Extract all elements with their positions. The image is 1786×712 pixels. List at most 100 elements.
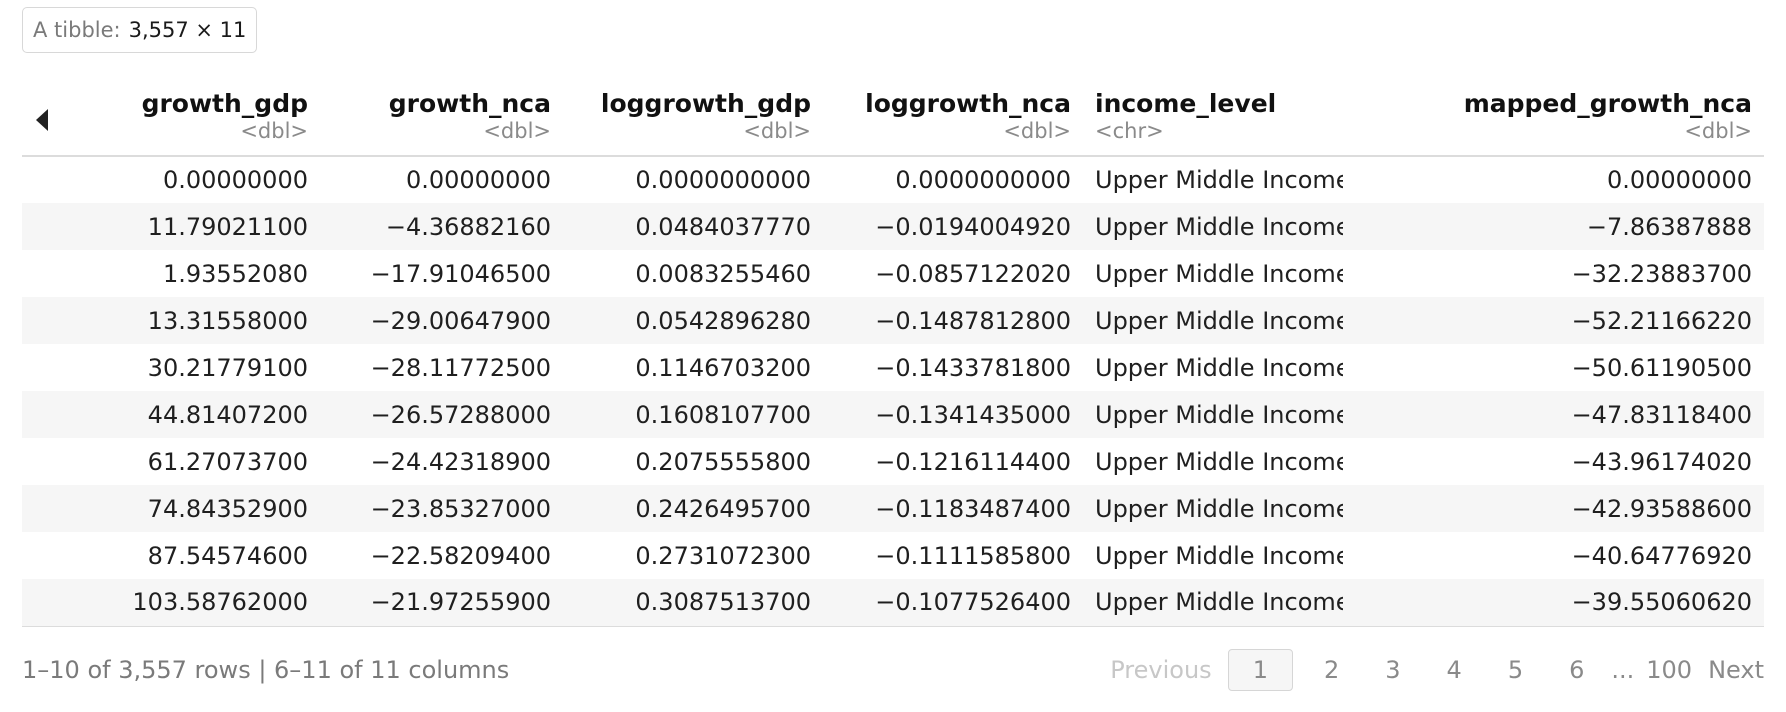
row-spacer-cell	[22, 156, 74, 203]
table-cell: 0.2426495700	[563, 485, 823, 532]
next-page-button[interactable]: Next	[1708, 656, 1764, 684]
table-cell: 13.31558000	[74, 297, 320, 344]
table-cell: 0.00000000	[162, 166, 308, 194]
table-cell: −0.0857122020	[875, 259, 1071, 288]
table-cell: −43.96174020	[1571, 447, 1752, 476]
page-button-3[interactable]: 3	[1385, 656, 1401, 684]
table-row: 0.00000000 0.00000000 0.0000000000 0.000…	[22, 156, 1764, 203]
row-spacer-cell	[22, 579, 74, 627]
table-cell: Upper Middle Income	[1083, 579, 1343, 627]
triangle-left-icon[interactable]	[36, 108, 48, 131]
previous-page-button: Previous	[1110, 656, 1212, 684]
table-cell: 87.54574600	[147, 541, 308, 570]
table-row: 44.81407200 −26.57288000 0.1608107700 −0…	[22, 391, 1764, 438]
table-cell: −22.58209400	[370, 541, 551, 570]
table-cell: −28.11772500	[370, 353, 551, 382]
table-cell: Upper Middle Income	[1095, 166, 1343, 194]
column-type: <dbl>	[240, 118, 308, 143]
table-cell: −39.55060620	[1343, 579, 1764, 627]
table-cell: Upper Middle Income	[1083, 297, 1343, 344]
column-name: growth_gdp	[141, 88, 308, 118]
row-spacer-cell	[22, 250, 74, 297]
column-name: loggrowth_gdp	[600, 88, 811, 118]
table-cell: −40.64776920	[1571, 541, 1752, 570]
column-type: <dbl>	[1003, 118, 1071, 143]
table-row: 13.31558000 −29.00647900 0.0542896280 −0…	[22, 297, 1764, 344]
table-cell: −17.91046500	[370, 259, 551, 288]
prev-columns-cell	[22, 78, 74, 157]
table-cell: −0.0194004920	[823, 203, 1083, 250]
table-cell: Upper Middle Income	[1095, 541, 1343, 570]
table-row: 74.84352900 −23.85327000 0.2426495700 −0…	[22, 485, 1764, 532]
row-spacer-cell	[22, 532, 74, 579]
table-cell: −29.00647900	[320, 297, 563, 344]
table-row: 1.93552080 −17.91046500 0.0083255460 −0.…	[22, 250, 1764, 297]
table-header-row: growth_gdp <dbl> growth_nca <dbl> loggro…	[22, 78, 1764, 157]
table-cell: Upper Middle Income	[1083, 485, 1343, 532]
column-type: <dbl>	[483, 118, 551, 143]
row-spacer-cell	[22, 203, 74, 250]
table-row: 87.54574600 −22.58209400 0.2731072300 −0…	[22, 532, 1764, 579]
table-row: 11.79021100 −4.36882160 0.0484037770 −0.…	[22, 203, 1764, 250]
table-cell: Upper Middle Income	[1095, 353, 1343, 382]
table-cell: 0.0542896280	[563, 297, 823, 344]
table-cell: −52.21166220	[1343, 297, 1764, 344]
table-cell: 74.84352900	[74, 485, 320, 532]
table-cell: 0.0000000000	[895, 166, 1071, 194]
table-cell: −23.85327000	[320, 485, 563, 532]
table-footer: 1–10 of 3,557 rows | 6–11 of 11 columns …	[22, 648, 1764, 692]
page-button-6[interactable]: 6	[1569, 656, 1585, 684]
column-type: <dbl>	[743, 118, 811, 143]
table-cell: −0.1111585800	[875, 541, 1071, 570]
column-header-growth-gdp: growth_gdp <dbl>	[74, 78, 320, 157]
pagination: Previous 1 2 3 4 5 6 ... 100 Next	[1110, 649, 1764, 691]
table-cell: 0.0484037770	[563, 203, 823, 250]
table-cell: −26.57288000	[320, 391, 563, 438]
column-type: <dbl>	[1684, 118, 1752, 143]
column-header-income-level: income_level <chr>	[1083, 78, 1343, 157]
table-cell: 61.27073700	[147, 447, 308, 476]
table-cell: −7.86387888	[1343, 203, 1764, 250]
table-cell: 1.93552080	[162, 259, 308, 288]
page-button-2[interactable]: 2	[1323, 656, 1340, 684]
page-button-5[interactable]: 5	[1507, 656, 1524, 684]
table-cell: 0.00000000	[1606, 166, 1752, 194]
data-table-container: growth_gdp <dbl> growth_nca <dbl> loggro…	[22, 78, 1764, 627]
tibble-dims-badge: A tibble: 3,557 × 11	[22, 7, 258, 53]
column-name: income_level	[1095, 88, 1277, 118]
table-cell: −0.1216114400	[875, 447, 1071, 476]
table-cell: 44.81407200	[74, 391, 320, 438]
row-spacer-cell	[22, 485, 74, 532]
table-cell: −0.1433781800	[875, 353, 1071, 382]
table-cell: 0.1146703200	[635, 353, 811, 382]
tibble-dims: 3,557 × 11	[128, 18, 247, 42]
table-cell: Upper Middle Income	[1095, 259, 1343, 288]
column-name: loggrowth_nca	[865, 88, 1071, 118]
page-button-100[interactable]: 100	[1646, 656, 1693, 684]
table-cell: −21.97255900	[320, 579, 563, 627]
column-header-mapped-growth-nca: mapped_growth_nca <dbl>	[1343, 78, 1764, 157]
table-cell: 11.79021100	[74, 203, 320, 250]
table-cell: 0.00000000	[405, 166, 551, 194]
column-header-loggrowth-nca: loggrowth_nca <dbl>	[823, 78, 1083, 157]
table-cell: −0.1487812800	[823, 297, 1083, 344]
table-cell: 0.2731072300	[635, 541, 811, 570]
page-button-4[interactable]: 4	[1446, 656, 1462, 684]
column-type: <chr>	[1095, 118, 1164, 143]
table-cell: 0.3087513700	[563, 579, 823, 627]
row-spacer-cell	[22, 344, 74, 391]
table-cell: −42.93588600	[1343, 485, 1764, 532]
column-name: growth_nca	[388, 88, 551, 118]
page-button-1[interactable]: 1	[1227, 649, 1293, 691]
table-cell: 30.21779100	[147, 353, 308, 382]
table-cell: −0.1183487400	[823, 485, 1083, 532]
table-cell: −0.1341435000	[823, 391, 1083, 438]
page-ellipsis: ...	[1611, 656, 1635, 684]
table-cell: 0.0083255460	[635, 259, 811, 288]
table-cell: −0.1077526400	[823, 579, 1083, 627]
column-header-growth-nca: growth_nca <dbl>	[320, 78, 563, 157]
table-cell: −47.83118400	[1343, 391, 1764, 438]
table-cell: 0.0000000000	[635, 166, 811, 194]
column-name: mapped_growth_nca	[1463, 88, 1752, 118]
data-table: growth_gdp <dbl> growth_nca <dbl> loggro…	[22, 78, 1764, 627]
